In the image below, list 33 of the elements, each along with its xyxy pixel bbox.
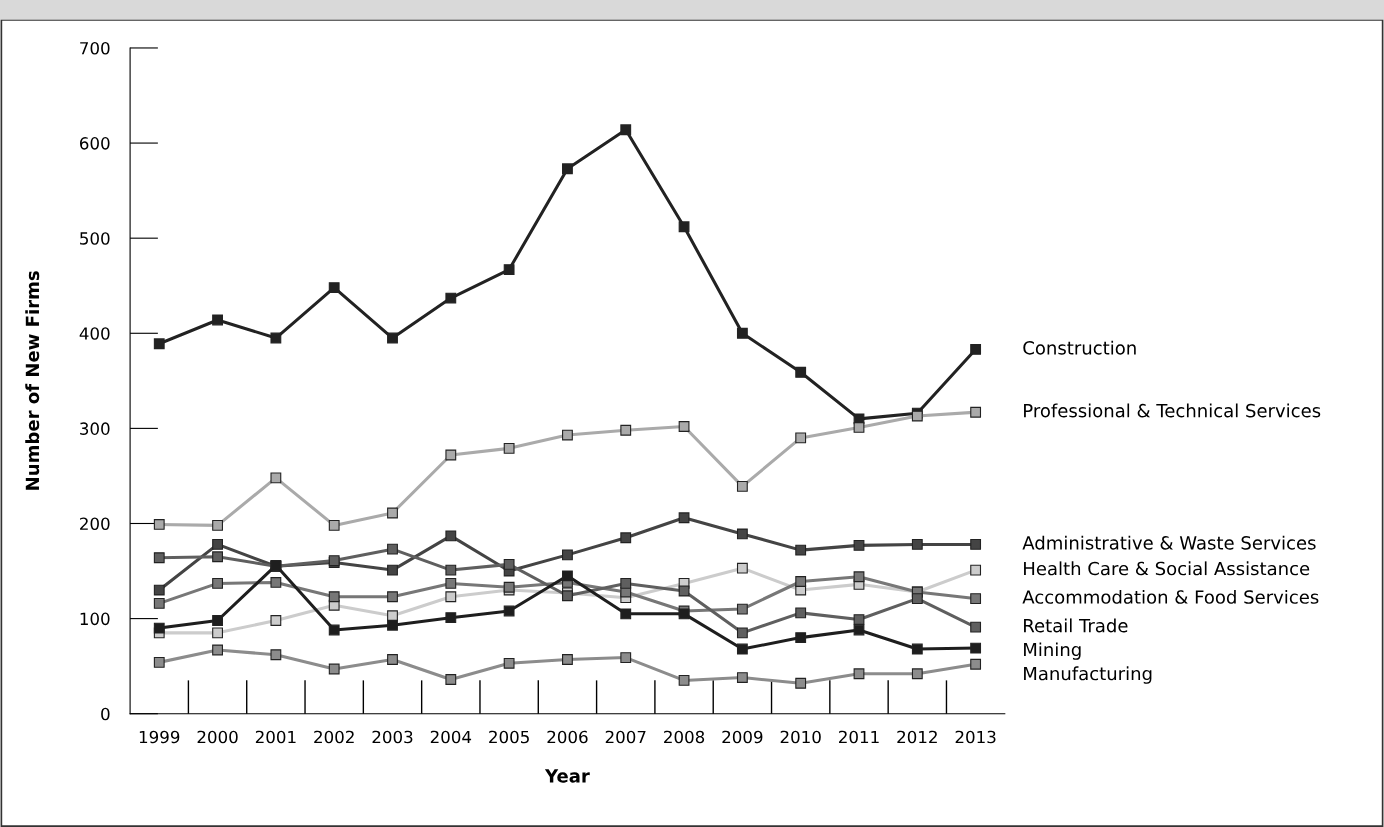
x-tick-label: 2009 [722, 730, 763, 744]
x-tick-label: 1999 [139, 730, 180, 744]
x-tick-label: 2001 [255, 730, 296, 744]
text: Accommodation & Food Services [1022, 589, 1319, 604]
y-tick-label: 100 [80, 612, 110, 626]
x-axis-title: Year [544, 769, 590, 783]
y-tick-label: 0 [101, 707, 110, 721]
text: Retail Trade [1024, 618, 1128, 633]
text: Manufacturing [1024, 666, 1152, 684]
x-tick-label: 2007 [605, 730, 646, 744]
x-tick-label: 2013 [955, 730, 996, 744]
y-tick-label: 500 [80, 232, 110, 245]
y-tick-label: 700 [80, 41, 110, 55]
x-tick-label: 2010 [780, 730, 821, 744]
text: Mining [1024, 642, 1081, 660]
x-tick-label: 2011 [839, 730, 879, 744]
x-tick-label: 2000 [197, 730, 238, 744]
x-tick-label: 2008 [664, 730, 705, 744]
x-tick-label: 2002 [314, 730, 354, 744]
text: Professional & Technical Services [1024, 403, 1321, 418]
x-tick-label: 2003 [372, 730, 413, 744]
x-tick-label: 2012 [897, 730, 937, 744]
y-tick-label: 200 [80, 517, 110, 531]
text: Health Care & Social Assistance [1024, 561, 1310, 576]
y-tick-label: 600 [80, 137, 110, 150]
text: Administrative & Waste Services [1022, 535, 1316, 550]
y-tick-label: 400 [79, 327, 110, 340]
y-tick-label: 300 [80, 422, 110, 435]
x-tick-label: 2006 [547, 730, 588, 744]
y-axis-title: Number of New Firms [25, 271, 40, 490]
x-tick-label: 2005 [489, 730, 529, 744]
x-tick-label: 2004 [430, 730, 472, 744]
text: Construction [1023, 340, 1136, 355]
